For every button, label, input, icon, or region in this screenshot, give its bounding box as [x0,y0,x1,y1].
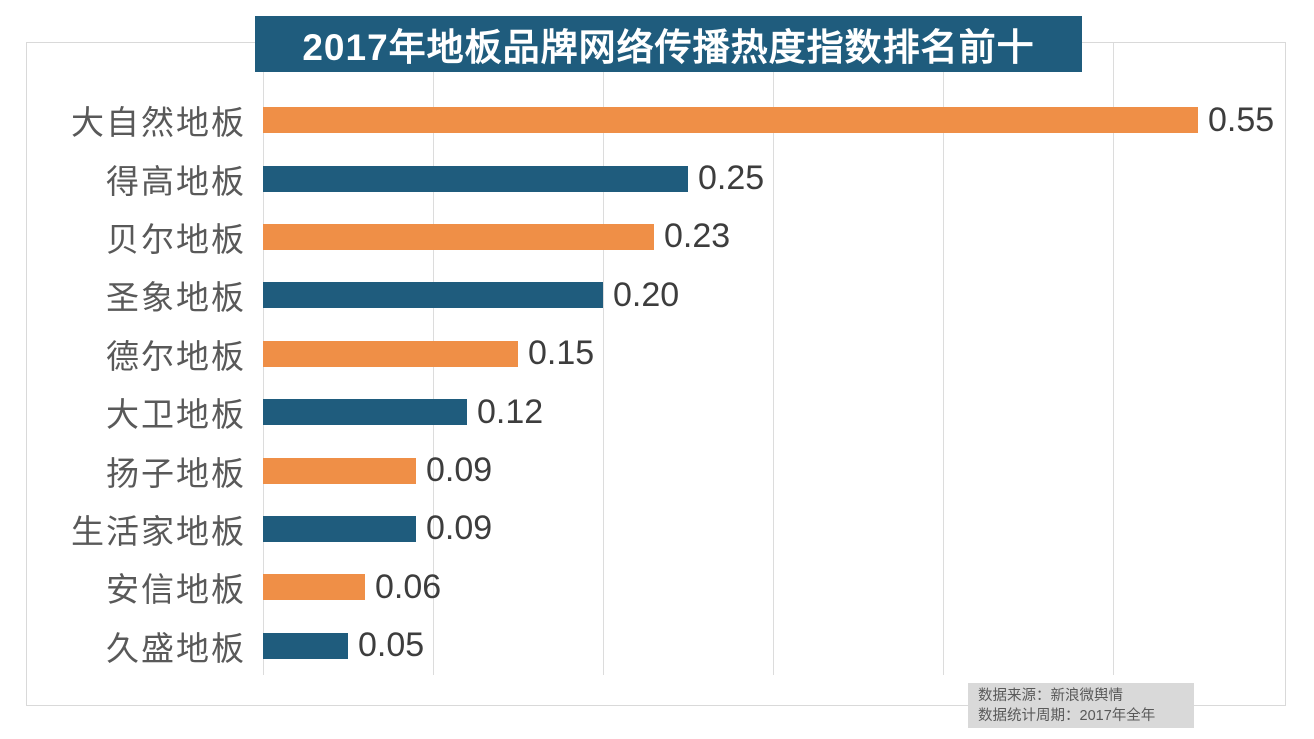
bar [263,515,416,542]
bar-rows: 大自然地板 0.55 得高地板 0.25 贝尔地板 0.23 圣象地板 0.20 德尔地板 0.1… [27,91,1285,675]
bar-row: 得高地板 0.25 [27,149,1285,207]
bar [263,223,654,250]
bar [263,632,348,659]
gridline [773,43,774,675]
value-label: 0.05 [358,626,425,665]
value-label: 0.09 [426,509,493,548]
source-note: 数据来源：新浪微舆情 数据统计周期：2017年全年 [968,683,1194,728]
bar-row: 德尔地板 0.15 [27,325,1285,383]
category-label: 安信地板 [106,571,246,609]
bar [263,165,688,192]
category-label: 德尔地板 [106,337,246,375]
bar-row: 大卫地板 0.12 [27,383,1285,441]
category-label: 生活家地板 [71,512,246,550]
category-label: 久盛地板 [106,629,246,667]
bar [263,399,467,426]
category-label: 得高地板 [106,162,246,200]
value-label: 0.12 [477,392,544,431]
chart-title: 2017年地板品牌网络传播热度指数排名前十 [255,16,1082,72]
bar [263,457,416,484]
bar [263,340,518,367]
value-label: 0.23 [664,217,731,256]
value-label: 0.06 [375,567,442,606]
bar-row: 贝尔地板 0.23 [27,208,1285,266]
gridline [943,43,944,675]
plot-area: 大自然地板 0.55 得高地板 0.25 贝尔地板 0.23 圣象地板 0.20 德尔地板 0.1… [26,42,1286,706]
source-note-line-period: 数据统计周期：2017年全年 [978,708,1156,724]
category-label: 圣象地板 [106,279,246,317]
bar-row: 圣象地板 0.20 [27,266,1285,324]
category-label: 大自然地板 [71,104,246,142]
value-label: 0.25 [698,159,765,198]
bar-row: 生活家地板 0.09 [27,500,1285,558]
bar [263,107,1198,134]
gridline [603,43,604,675]
source-note-line-source: 数据来源：新浪微舆情 [978,688,1123,704]
category-label: 大卫地板 [106,396,246,434]
value-label: 0.55 [1208,100,1275,139]
bar-row: 久盛地板 0.05 [27,617,1285,675]
bar [263,282,603,309]
category-label: 扬子地板 [106,454,246,492]
bar-row: 大自然地板 0.55 [27,91,1285,149]
gridline [1113,43,1114,675]
bar-row: 安信地板 0.06 [27,558,1285,616]
bar-row: 扬子地板 0.09 [27,441,1285,499]
bar [263,574,365,601]
category-label: 贝尔地板 [106,220,246,258]
value-label: 0.15 [528,334,595,373]
value-label: 0.09 [426,451,493,490]
value-label: 0.20 [613,275,680,314]
